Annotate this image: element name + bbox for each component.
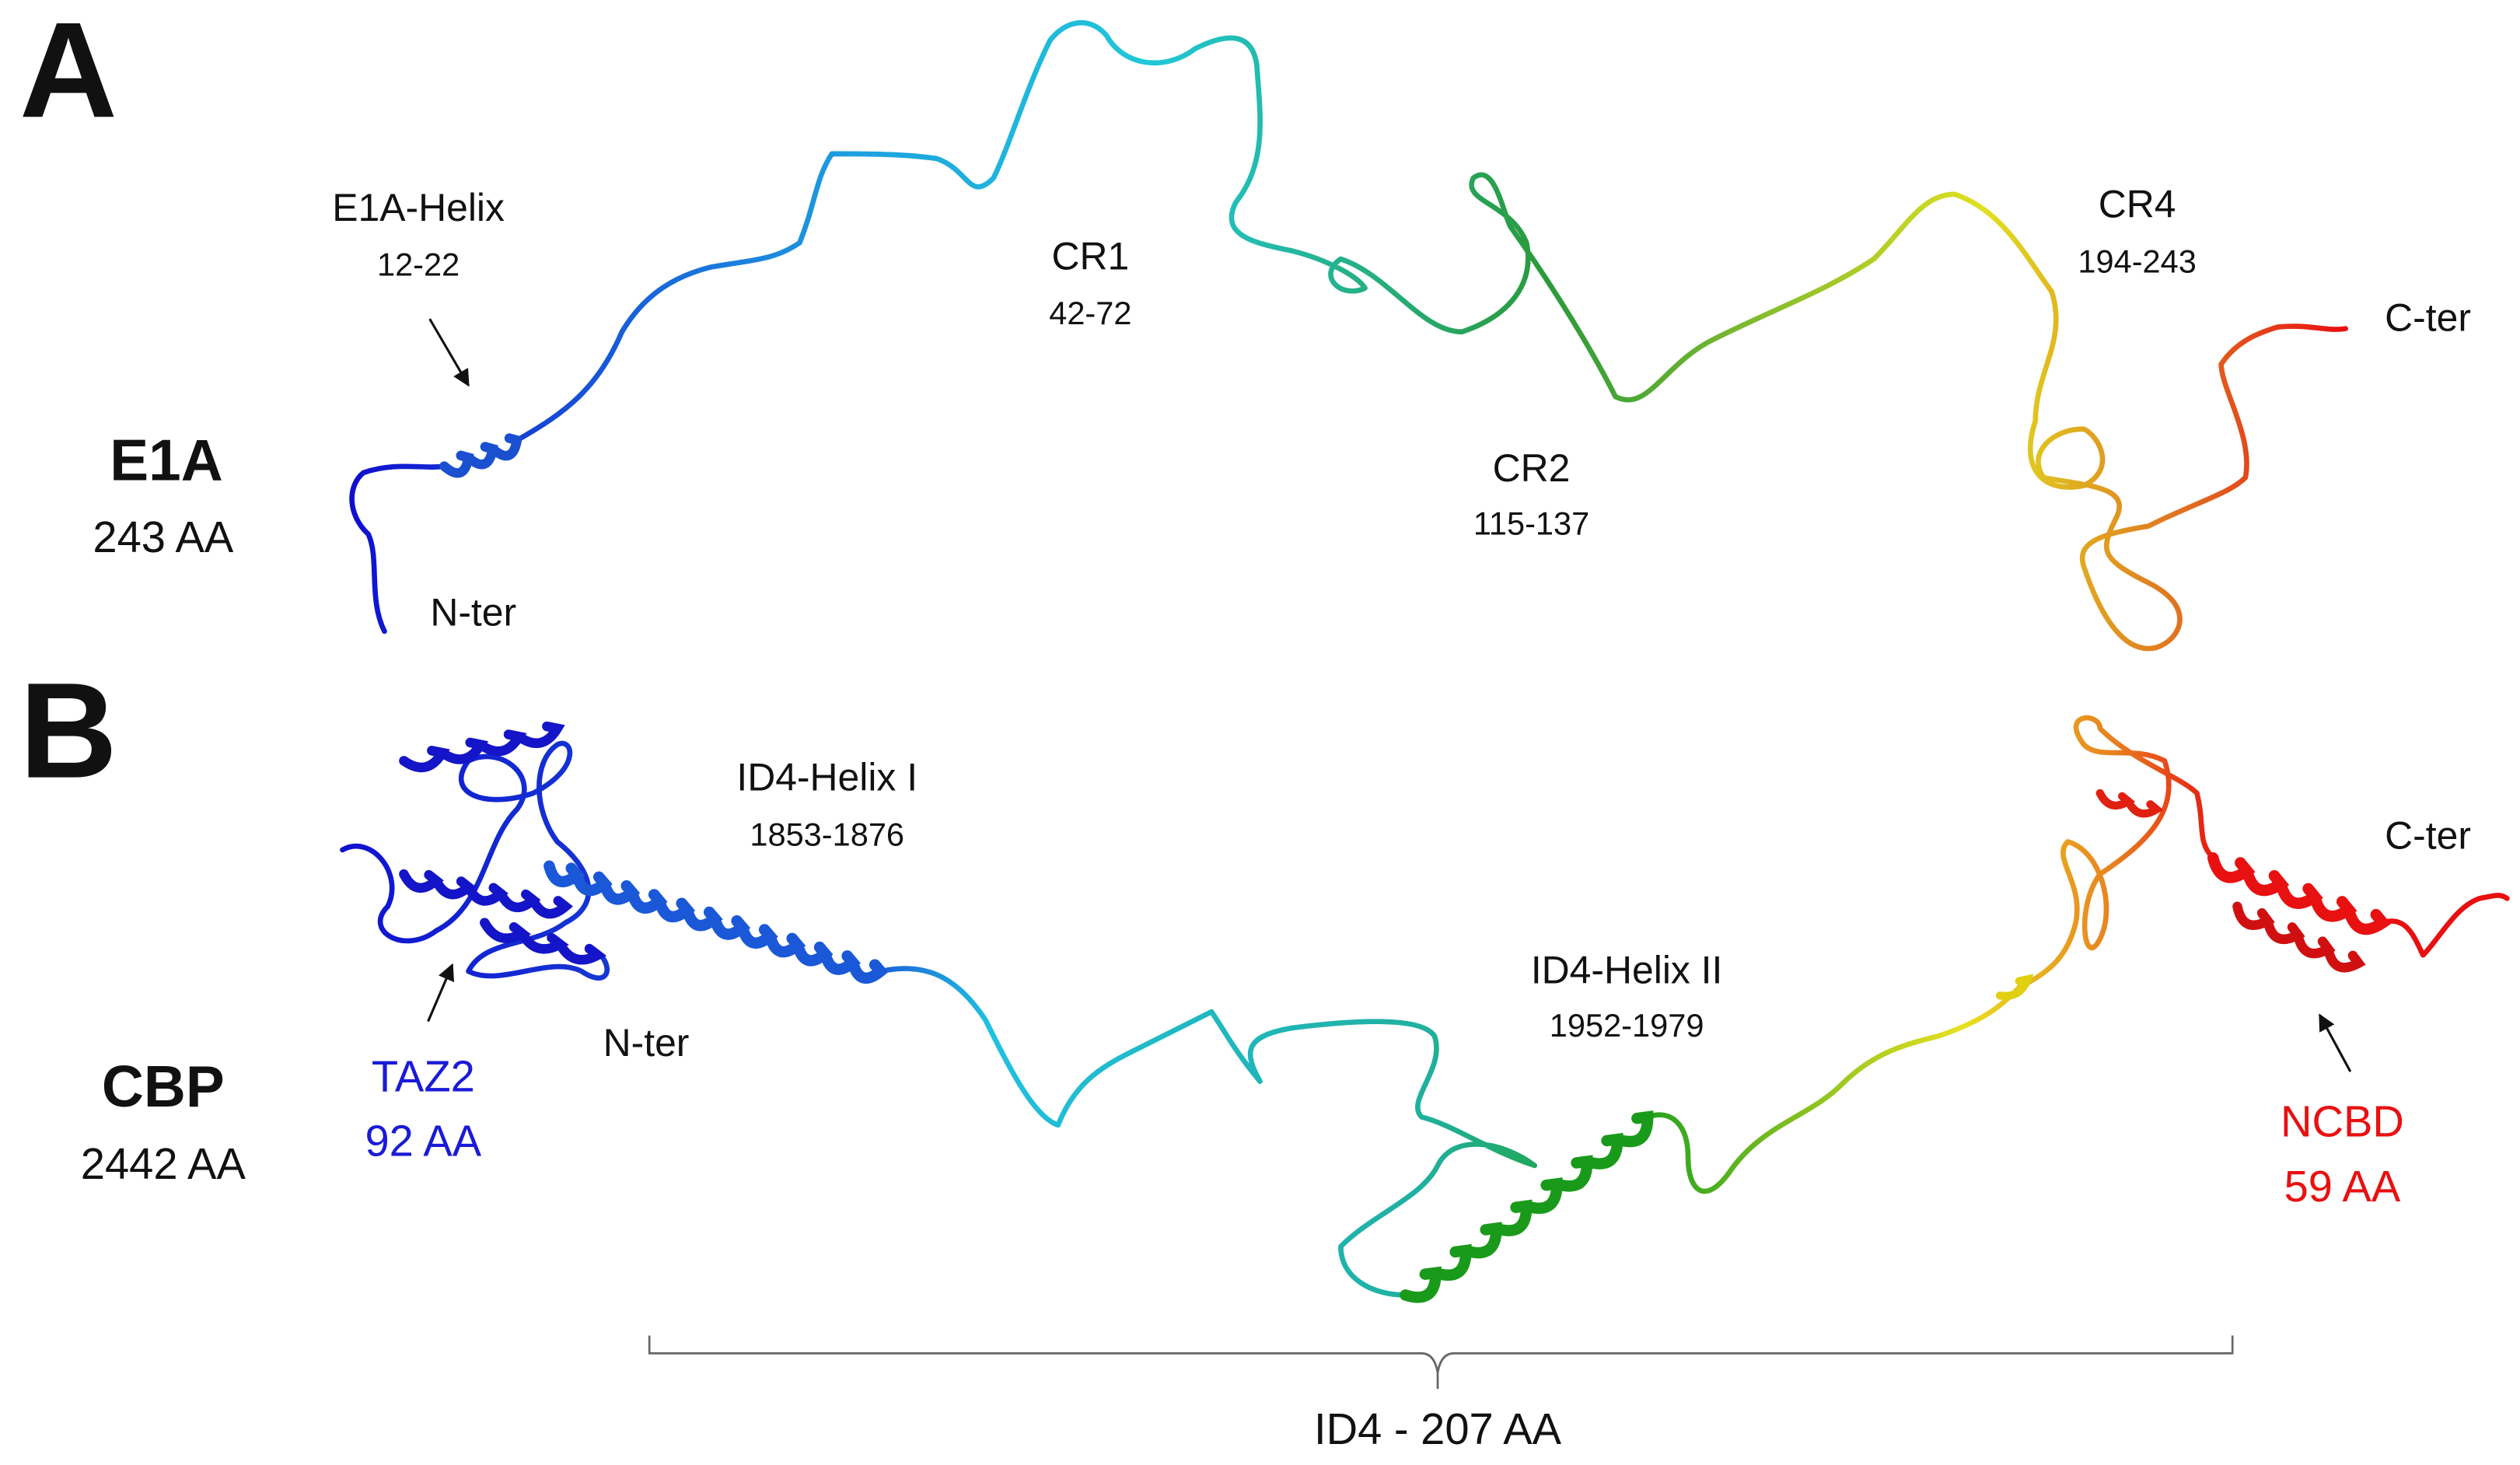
region-name: ID4-Helix II [1531,948,1723,991]
helix [399,721,565,773]
c-terminus: C-ter [2385,814,2471,858]
region-name: ID4-Helix I [736,756,917,799]
domain-name: TAZ2 [372,1051,475,1100]
domain-length: 59 AA [2284,1162,2401,1211]
domain-length: 92 AA [365,1117,481,1166]
region-range: 42-72 [1049,295,1131,331]
panel-label: B [19,655,117,806]
protein-length: 243 AA [93,512,233,561]
region-name: CR1 [1051,234,1129,278]
region-range: 12-22 [377,246,460,282]
helix [399,869,573,919]
region-name: E1A-Helix [332,186,505,229]
helix [1400,1110,1654,1303]
region-range: 115-137 [1473,505,1589,542]
region-name: CR4 [2099,183,2176,226]
n-terminus: N-ter [603,1021,690,1065]
arrow [2319,1013,2352,1072]
bracket [648,1335,2234,1390]
helix [439,433,523,478]
protein-length: 2442 AA [81,1139,246,1188]
span-label: ID4 - 207 AA [1314,1404,1562,1453]
protein-name: E1A [110,427,222,492]
helix [2232,901,2366,973]
helix [480,918,607,965]
region-name: CR2 [1493,446,1571,490]
arrow [427,963,455,1023]
panel-label: A [19,0,117,146]
c-terminus: C-ter [2385,295,2471,339]
arrow [428,318,470,387]
region-range: 1952-1979 [1550,1007,1704,1044]
domain-name: NCBD [2281,1097,2404,1146]
helix [1995,974,2034,1001]
n-terminus: N-ter [430,590,516,634]
helix [2095,788,2164,818]
region-range: 194-243 [2078,243,2196,279]
e1a-ribbon [349,20,2348,652]
cbp-ribbon [340,715,2510,1298]
protein-name: CBP [102,1054,225,1119]
helix [2207,852,2392,935]
helix [543,860,889,984]
region-range: 1853-1876 [750,816,904,852]
